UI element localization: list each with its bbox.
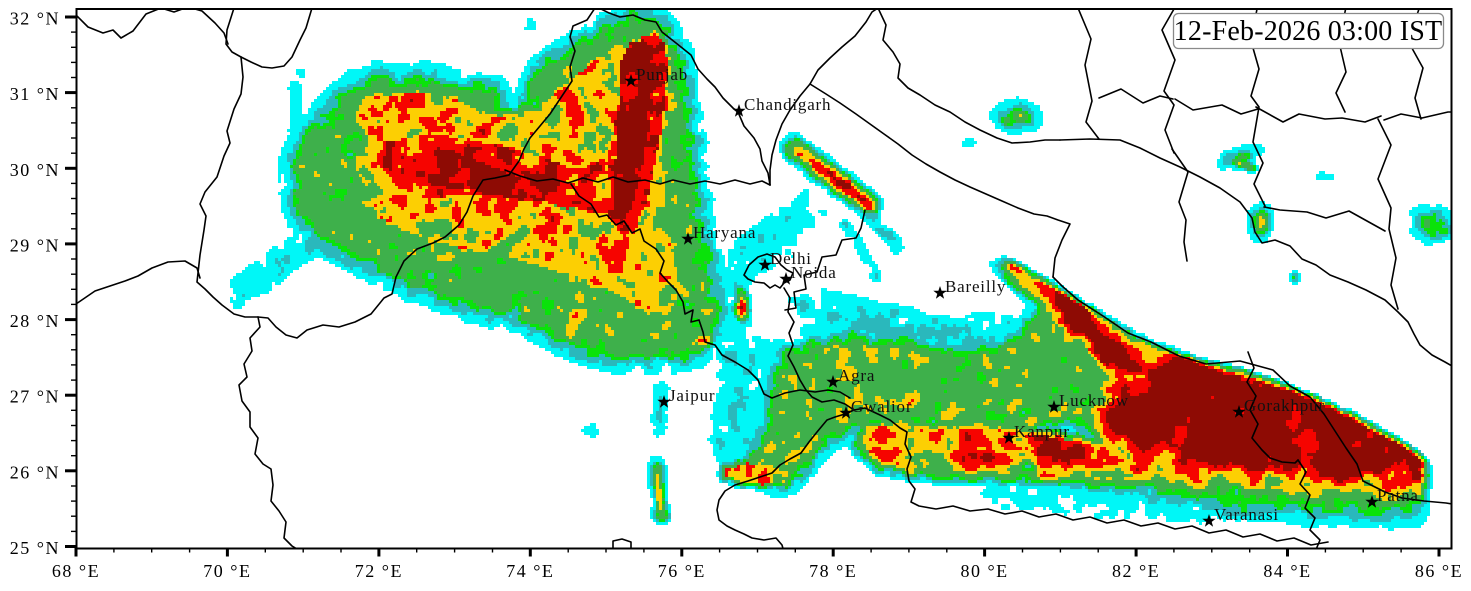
svg-text:84 °E: 84 °E [1263,561,1311,581]
svg-text:76 °E: 76 °E [658,561,706,581]
svg-text:12-Feb-2026 03:00 IST: 12-Feb-2026 03:00 IST [1174,16,1443,47]
svg-text:Bareilly: Bareilly [945,277,1006,296]
svg-text:27 °N: 27 °N [10,387,60,407]
svg-text:Kanpur: Kanpur [1014,422,1070,441]
svg-text:Noida: Noida [791,263,837,282]
svg-text:82 °E: 82 °E [1112,561,1160,581]
svg-text:Delhi: Delhi [770,249,812,268]
svg-text:Chandigarh: Chandigarh [744,95,831,114]
svg-text:Patna: Patna [1377,486,1419,505]
svg-text:Jaipur: Jaipur [669,386,715,405]
svg-text:80 °E: 80 °E [960,561,1008,581]
svg-text:86 °E: 86 °E [1415,561,1463,581]
svg-text:30 °N: 30 °N [10,160,60,180]
svg-text:68 °E: 68 °E [52,561,100,581]
svg-text:28 °N: 28 °N [10,311,60,331]
svg-text:Punjab: Punjab [636,65,688,84]
svg-text:Varanasi: Varanasi [1214,505,1279,524]
svg-text:Agra: Agra [838,366,875,385]
svg-text:29 °N: 29 °N [10,235,60,255]
svg-text:32 °N: 32 °N [10,9,60,29]
svg-text:25 °N: 25 °N [10,538,60,558]
svg-text:Lucknow: Lucknow [1059,391,1129,410]
svg-text:70 °E: 70 °E [203,561,251,581]
svg-text:72 °E: 72 °E [355,561,403,581]
svg-text:Gorakhpur: Gorakhpur [1244,396,1325,415]
svg-text:Gwalior: Gwalior [851,397,912,416]
svg-text:Haryana: Haryana [693,223,756,242]
svg-text:31 °N: 31 °N [10,84,60,104]
svg-text:26 °N: 26 °N [10,462,60,482]
svg-text:74 °E: 74 °E [506,561,554,581]
svg-text:78 °E: 78 °E [809,561,857,581]
